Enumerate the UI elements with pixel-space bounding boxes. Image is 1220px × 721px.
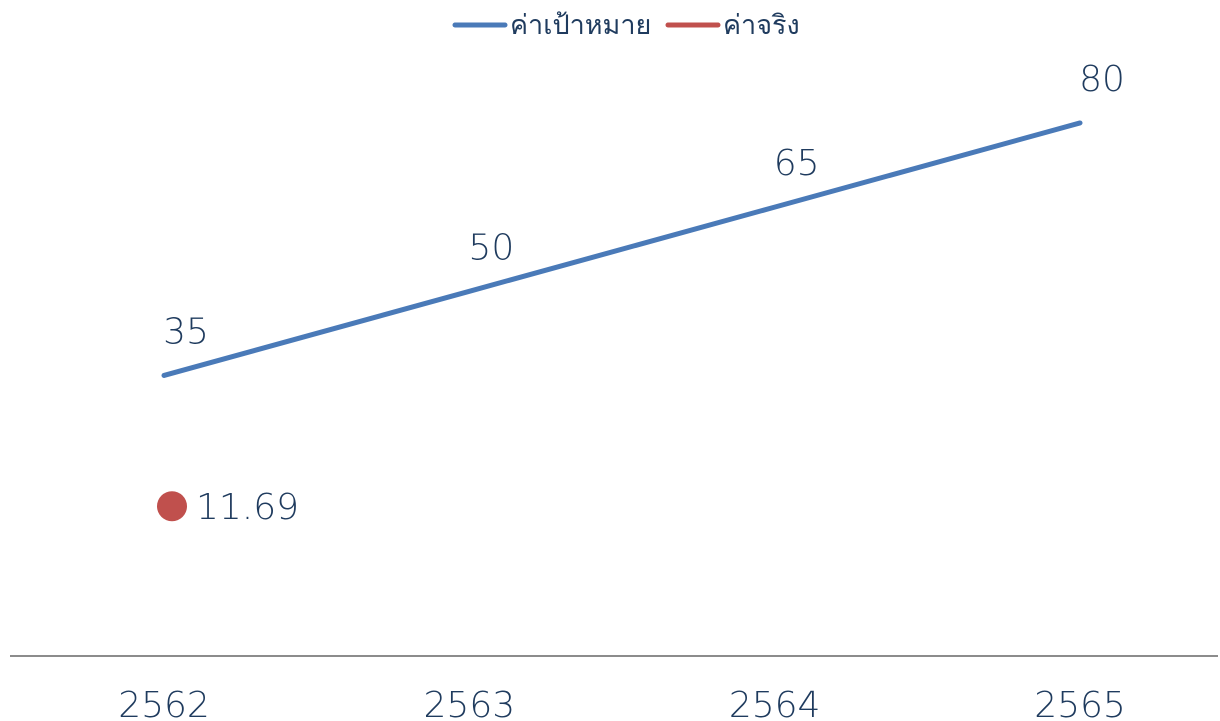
series-line-0 xyxy=(161,120,1083,378)
legend-item-target: ค่าเป้าหมาย xyxy=(452,10,651,41)
series-1: 11.69 xyxy=(157,487,299,528)
data-label-0-0: 35 xyxy=(163,311,209,352)
plot-area: 35 50 65 80 11.69 xyxy=(157,59,1125,528)
legend: ค่าเป้าหมาย ค่าจริง xyxy=(452,10,800,41)
data-label-0-1: 50 xyxy=(468,227,514,268)
legend-label-actual: ค่าจริง xyxy=(723,10,800,41)
x-tick-label-2563: 2563 xyxy=(424,685,516,721)
data-label-0-2: 65 xyxy=(774,143,820,184)
x-axis-tick-labels: 2562 2563 2564 2565 xyxy=(118,685,1126,721)
data-label-1-0: 11.69 xyxy=(196,487,299,528)
data-label-0-3: 80 xyxy=(1079,59,1125,100)
legend-item-actual: ค่าจริง xyxy=(665,10,800,41)
data-point-1-0 xyxy=(157,491,187,522)
x-tick-label-2564: 2564 xyxy=(729,685,821,721)
legend-label-target: ค่าเป้าหมาย xyxy=(510,10,651,41)
x-tick-label-2565: 2565 xyxy=(1034,685,1126,721)
x-tick-label-2562: 2562 xyxy=(118,685,210,721)
series-0: 35 50 65 80 xyxy=(161,59,1125,378)
